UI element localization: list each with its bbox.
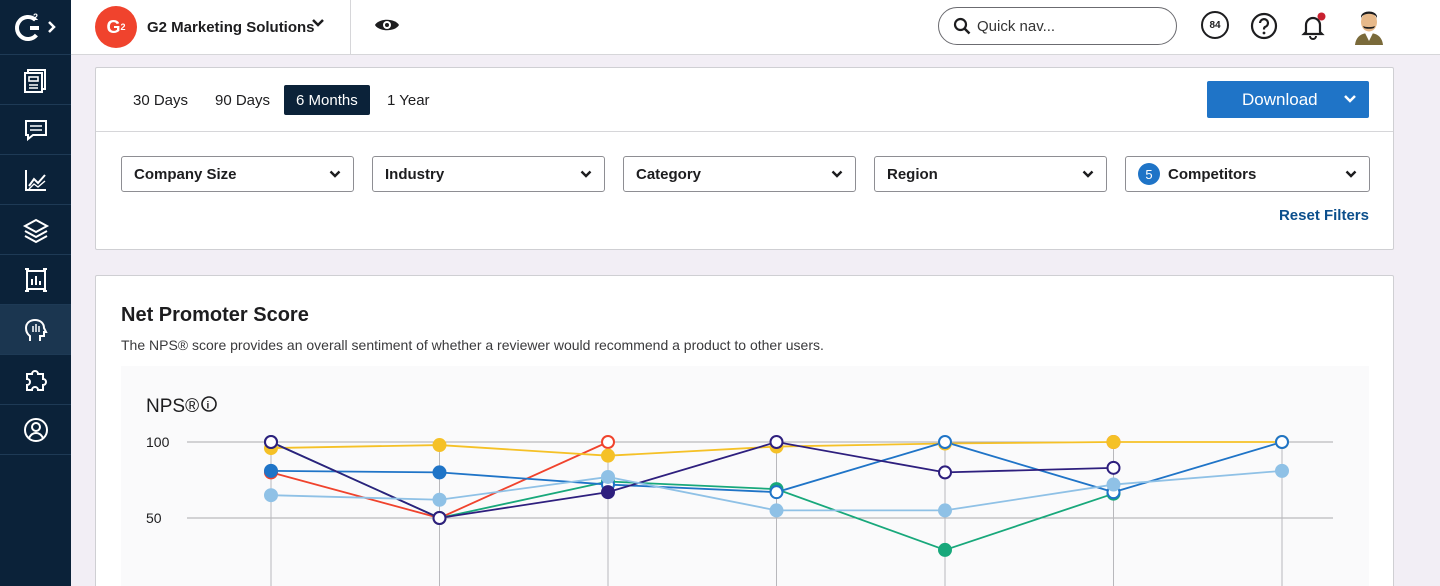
region-label: Region (887, 165, 938, 183)
g2-logo-icon[interactable]: 2 (0, 0, 71, 55)
industry-dropdown[interactable]: Industry (372, 156, 605, 192)
series-1-point (601, 448, 615, 463)
chevron-down-icon (1082, 170, 1094, 178)
chevron-down-icon[interactable] (311, 18, 325, 28)
series-5-point (1275, 463, 1289, 478)
divider (350, 0, 351, 55)
help-icon[interactable] (1249, 11, 1279, 41)
series-1-point (432, 438, 447, 453)
series-3-point (1275, 435, 1289, 449)
nps-chart: NPS® i 100 50 (121, 366, 1369, 586)
nps-chart-svg: NPS® i 100 50 (146, 396, 1333, 586)
time-range-1-year[interactable]: 1 Year (387, 91, 430, 109)
series-5-point (1106, 477, 1121, 492)
brand-name: G2 Marketing Solutions (147, 18, 315, 36)
company-size-label: Company Size (134, 165, 237, 183)
time-range-30-days[interactable]: 30 Days (133, 91, 189, 109)
industry-label: Industry (385, 165, 445, 183)
series-5-point (601, 469, 615, 484)
series-4-point (769, 435, 784, 449)
profile-page-icon (23, 68, 46, 93)
y-tick-label: 50 (146, 510, 162, 526)
time-range-row: 30 Days 90 Days 6 Months 1 Year Download (96, 68, 1393, 132)
head-brain-icon (24, 318, 48, 341)
category-label: Category (636, 165, 702, 183)
score-badge[interactable]: 84 (1201, 11, 1229, 39)
rail-item-layers[interactable] (0, 205, 71, 255)
quick-nav-search[interactable] (938, 7, 1177, 45)
puzzle-icon (25, 369, 47, 391)
rail-item-reports[interactable] (0, 255, 71, 305)
series-5-point (938, 503, 952, 518)
download-button[interactable]: Download (1207, 81, 1369, 118)
time-range-90-days[interactable]: 90 Days (215, 91, 271, 109)
series-3-point (264, 463, 278, 478)
rail-item-reviews[interactable] (0, 105, 71, 155)
series-5-point (264, 488, 278, 503)
chevron-down-icon (1345, 170, 1357, 178)
series-4-point (601, 485, 615, 500)
time-range-6-months[interactable]: 6 Months (284, 85, 370, 115)
top-bar: G2 G2 Marketing Solutions 84 (71, 0, 1440, 55)
search-input[interactable] (977, 17, 1157, 35)
bell-icon[interactable] (1298, 11, 1328, 41)
category-dropdown[interactable]: Category (623, 156, 856, 192)
rail-item-integrations[interactable] (0, 355, 71, 405)
series-4-point (432, 511, 447, 525)
series-3-point (938, 435, 952, 449)
rail-item-account[interactable] (0, 405, 71, 455)
series-1-point (1106, 435, 1121, 449)
series-0-line (271, 442, 1114, 518)
y-tick-label: 100 (146, 434, 170, 450)
rail-item-profile[interactable] (0, 55, 71, 105)
svg-text:2: 2 (33, 12, 38, 22)
rail-item-analytics[interactable] (0, 155, 71, 205)
chat-icon (24, 119, 47, 141)
filter-panel: 30 Days 90 Days 6 Months 1 Year Download… (95, 67, 1394, 250)
brand-logo-letter: G (106, 16, 121, 37)
chevron-down-icon (580, 170, 592, 178)
card-title: Net Promoter Score (121, 304, 309, 326)
bar-chart-frame-icon (24, 267, 47, 292)
competitors-dropdown[interactable]: 5 Competitors (1125, 156, 1370, 192)
region-dropdown[interactable]: Region (874, 156, 1107, 192)
series-0-point (601, 435, 615, 449)
nps-card: Net Promoter Score The NPS® score provid… (95, 275, 1394, 586)
card-subtitle: The NPS® score provides an overall senti… (121, 337, 824, 353)
series-2-line (270, 441, 1114, 551)
rail-item-insights[interactable] (0, 305, 71, 355)
competitors-label: Competitors (1168, 165, 1257, 183)
eye-icon[interactable] (373, 14, 401, 36)
user-circle-icon (23, 417, 48, 442)
chevron-down-icon (1344, 95, 1356, 103)
company-size-dropdown[interactable]: Company Size (121, 156, 354, 192)
download-label: Download (1242, 89, 1318, 109)
line-chart-icon (24, 169, 46, 191)
series-4-point (264, 435, 278, 449)
reset-filters-link[interactable]: Reset Filters (1278, 207, 1369, 224)
search-icon (953, 17, 971, 35)
series-5-point (432, 492, 447, 507)
y-axis-label: NPS® (146, 396, 199, 417)
series-4-point (1106, 460, 1121, 475)
competitors-count-badge: 5 (1138, 163, 1160, 185)
series-4-point (938, 465, 952, 480)
series-5-point (769, 503, 784, 518)
series-3-point (769, 485, 784, 500)
layers-icon (22, 218, 49, 243)
series-4-line (270, 441, 1114, 519)
avatar[interactable] (1352, 7, 1386, 45)
score-value: 84 (1209, 19, 1221, 31)
series-3-point (432, 465, 447, 480)
info-icon (201, 396, 217, 412)
info-icon-glyph: i (207, 401, 210, 412)
series-2-point (938, 542, 952, 557)
chevron-down-icon (329, 170, 341, 178)
left-rail: 2 (0, 0, 71, 586)
chevron-down-icon (831, 170, 843, 178)
